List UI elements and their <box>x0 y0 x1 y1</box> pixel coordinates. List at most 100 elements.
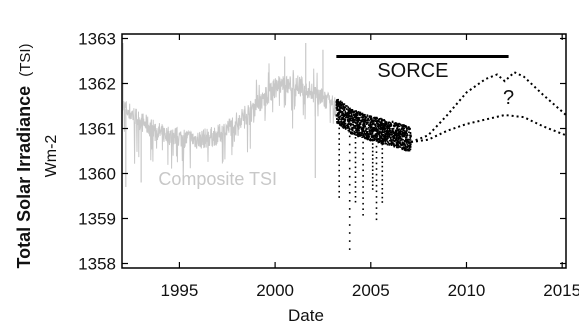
sorce-point <box>408 147 411 150</box>
sorce-point <box>403 148 406 151</box>
sorce-point <box>379 123 382 125</box>
sorce-point <box>383 126 386 129</box>
sorce-point <box>350 132 353 135</box>
sorce-point <box>357 129 359 132</box>
sorce-point <box>393 122 396 125</box>
sorce-dip-point <box>362 163 364 166</box>
sorce-dip-point <box>375 184 378 187</box>
sorce-point <box>377 123 379 125</box>
sorce-point <box>353 125 356 127</box>
sorce-dip-point <box>371 128 374 130</box>
sorce-point <box>384 124 386 127</box>
sorce-point <box>340 101 343 104</box>
sorce-dip-point <box>338 148 340 151</box>
sorce-point <box>370 134 373 136</box>
sorce-point <box>356 122 358 124</box>
sorce-point <box>370 118 373 121</box>
sorce-point <box>350 113 353 116</box>
sorce-point <box>347 120 350 123</box>
sorce-point <box>380 131 382 133</box>
sorce-point <box>381 129 384 131</box>
sorce-point <box>379 140 381 142</box>
sorce-point <box>398 142 401 145</box>
sorce-point <box>372 120 374 122</box>
sorce-point <box>370 130 372 132</box>
sorce-point <box>363 133 365 135</box>
sorce-point <box>388 142 391 145</box>
sorce-point <box>405 133 407 135</box>
sorce-dip-point <box>362 208 364 210</box>
sorce-point <box>401 147 403 149</box>
sorce-point <box>355 114 357 116</box>
sorce-point <box>336 109 338 111</box>
sorce-point <box>384 140 387 143</box>
sorce-point <box>343 106 345 108</box>
sorce-point <box>345 108 348 110</box>
sorce-point <box>370 117 372 120</box>
sorce-point <box>351 112 353 114</box>
sorce-dip-point <box>362 141 364 144</box>
sorce-point <box>405 140 407 142</box>
sorce-point <box>349 122 352 125</box>
sorce-dip-point <box>381 143 384 146</box>
sorce-dip-point <box>354 181 357 183</box>
sorce-point <box>347 129 350 132</box>
sorce-point <box>409 136 411 138</box>
sorce-dip-point <box>354 186 357 188</box>
sorce-point <box>342 127 345 129</box>
sorce-point <box>382 133 384 136</box>
sorce-point <box>377 129 379 131</box>
sorce-point <box>389 136 391 138</box>
sorce-dip-point <box>348 127 351 130</box>
sorce-point <box>348 110 351 112</box>
sorce-point <box>367 126 370 129</box>
sorce-dip-point <box>348 216 351 218</box>
sorce-dip-point <box>362 186 364 188</box>
sorce-point <box>395 129 397 132</box>
sorce-series <box>335 98 412 250</box>
sorce-dip-point <box>348 167 351 170</box>
sorce-point <box>362 122 365 124</box>
sorce-point <box>381 126 383 129</box>
sorce-point <box>395 137 398 140</box>
sorce-point <box>387 125 389 128</box>
sorce-dip-point <box>375 168 378 170</box>
sorce-point <box>357 127 359 129</box>
sorce-point <box>339 118 341 120</box>
x-tick-label: 2010 <box>448 281 486 300</box>
sorce-point <box>409 137 412 139</box>
sorce-dip-point <box>362 191 364 194</box>
sorce-point <box>366 123 368 125</box>
sorce-point <box>340 125 343 127</box>
sorce-point <box>375 118 377 121</box>
sorce-point <box>336 121 338 123</box>
sorce-dip-point <box>371 150 374 153</box>
sorce-point <box>386 133 389 136</box>
sorce-point <box>352 116 354 119</box>
sorce-point <box>384 122 386 124</box>
sorce-point <box>401 141 404 143</box>
sorce-point <box>353 116 356 119</box>
sorce-dip-point <box>362 214 364 216</box>
sorce-point <box>341 112 343 115</box>
sorce-point <box>386 140 389 142</box>
sorce-dip-point <box>338 159 340 161</box>
sorce-point <box>368 130 371 132</box>
sorce-dip-point <box>348 175 351 178</box>
sorce-point <box>369 128 371 130</box>
sorce-point <box>394 138 397 140</box>
sorce-point <box>336 106 338 108</box>
sorce-dip-point <box>381 130 384 132</box>
sorce-point <box>378 120 380 122</box>
sorce-point <box>380 132 382 135</box>
sorce-point <box>351 131 353 134</box>
sorce-point <box>373 119 375 121</box>
sorce-point <box>366 119 369 121</box>
sorce-dip-point <box>354 132 357 134</box>
sorce-point <box>342 114 345 116</box>
sorce-point <box>354 116 357 119</box>
sorce-point <box>374 125 377 128</box>
sorce-dip-point <box>362 202 364 205</box>
sorce-point <box>360 116 363 118</box>
